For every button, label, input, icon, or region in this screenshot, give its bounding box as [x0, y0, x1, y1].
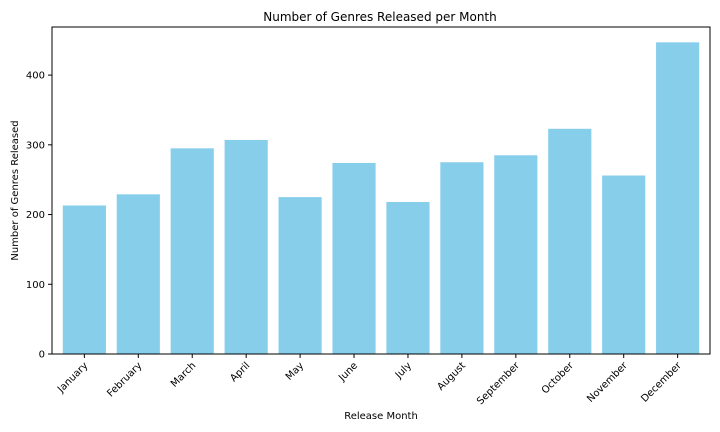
chart-title: Number of Genres Released per Month — [263, 10, 496, 24]
bar-november — [602, 175, 646, 354]
y-axis: 0 100 200 300 400 — [26, 71, 52, 361]
x-tick-label: April — [228, 360, 252, 384]
x-tick-label: October — [540, 360, 577, 397]
x-tick-label: March — [169, 360, 198, 389]
x-tick-label: September — [475, 360, 522, 407]
x-tick-label: June — [336, 360, 360, 384]
plot-frame — [51, 26, 711, 355]
bar-may — [278, 197, 322, 354]
y-tick-label: 100 — [26, 280, 45, 291]
bar-march — [170, 148, 214, 354]
y-axis-title: Number of Genres Released — [10, 120, 21, 260]
bar-february — [116, 194, 160, 354]
x-axis: January February March April May June July Augu… — [55, 354, 684, 407]
bar-december — [656, 42, 700, 355]
bar-april — [224, 139, 268, 354]
y-tick-label: 200 — [26, 210, 45, 221]
y-tick-label: 300 — [26, 140, 45, 151]
x-tick-label: February — [105, 360, 144, 399]
x-tick-label: July — [393, 360, 414, 381]
bar-june — [332, 162, 376, 354]
y-tick-label: 400 — [26, 71, 45, 82]
x-tick-label: January — [55, 360, 90, 395]
bar-august — [440, 162, 484, 354]
y-tick-label: 0 — [39, 350, 45, 361]
x-tick-label: May — [284, 360, 306, 382]
bars — [62, 42, 700, 355]
x-axis-title: Release Month — [344, 411, 418, 422]
bar-september — [494, 155, 538, 354]
x-tick-label: December — [639, 360, 684, 405]
bar-july — [386, 202, 430, 354]
bar-october — [548, 128, 592, 354]
x-tick-label: August — [435, 360, 468, 393]
x-tick-label: November — [585, 360, 630, 405]
bar-january — [62, 205, 106, 354]
